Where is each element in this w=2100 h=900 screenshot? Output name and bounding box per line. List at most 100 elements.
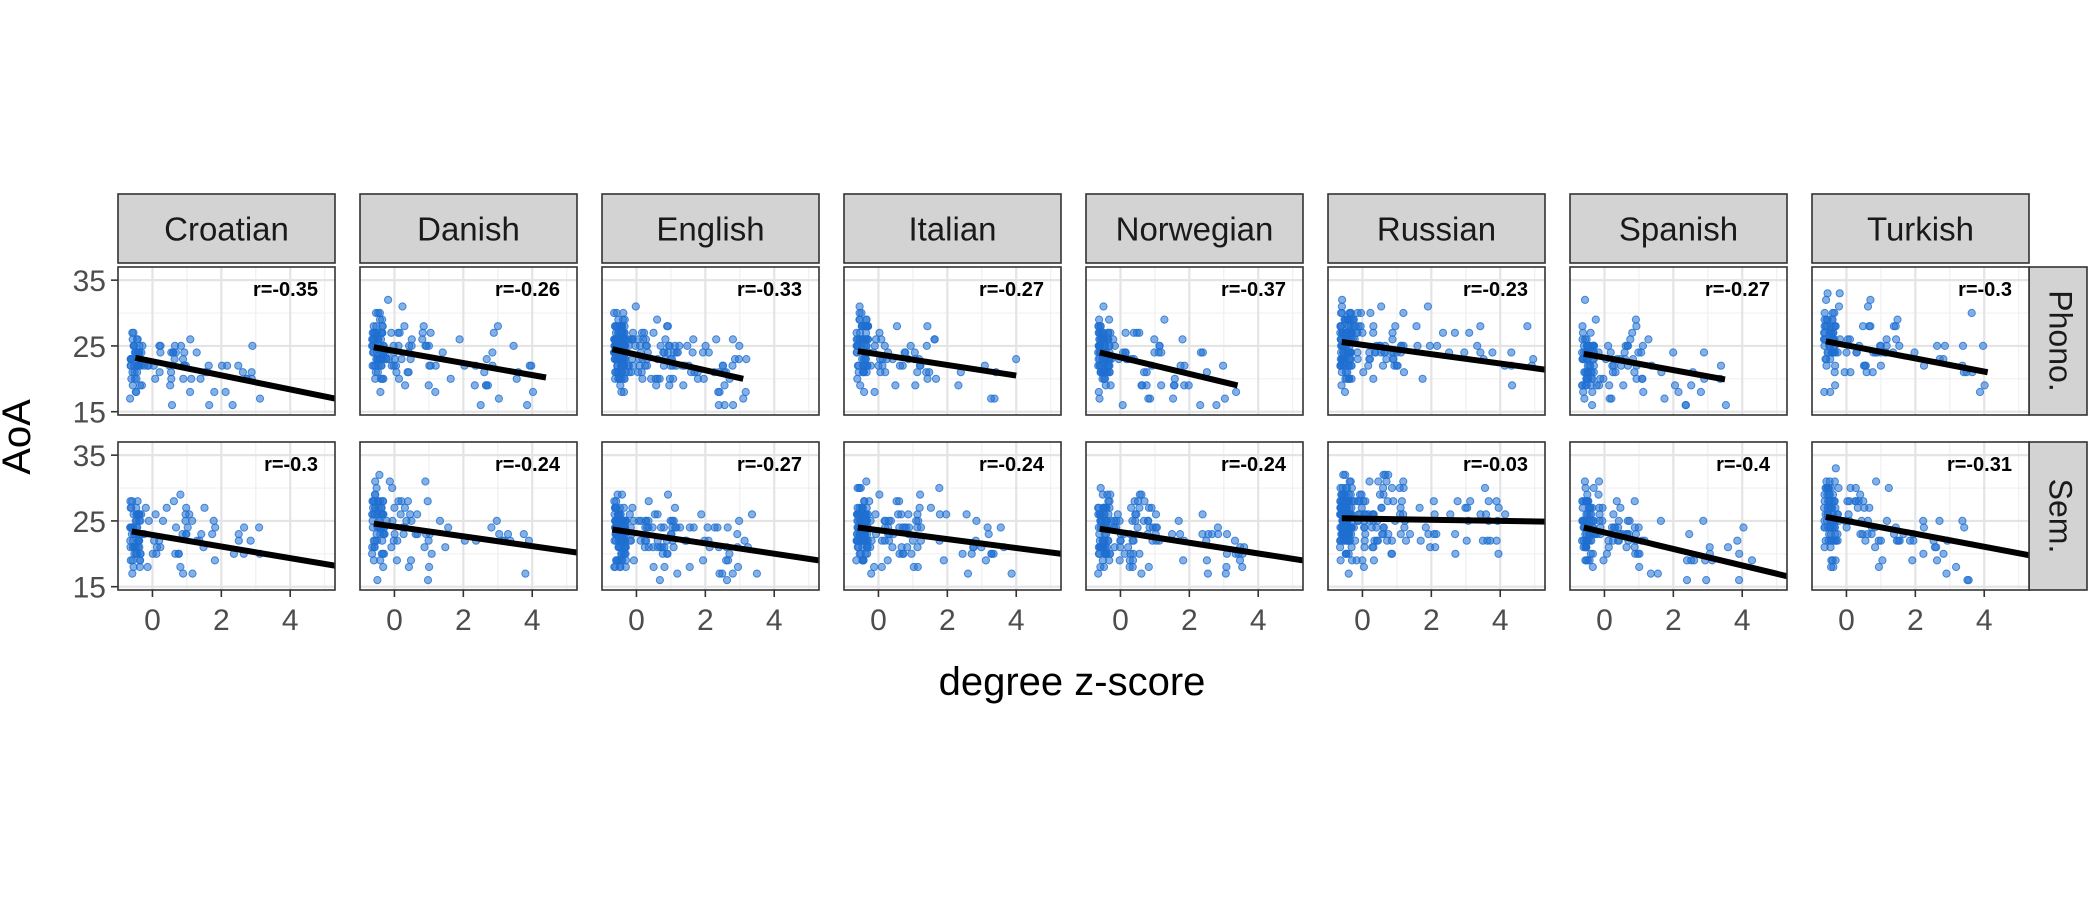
data-point (898, 361, 907, 370)
x-tick-label: 0 (1112, 604, 1129, 637)
data-point (1588, 503, 1597, 512)
panel-russian-phono: r=-0.23 (1327, 266, 1546, 416)
data-point (1121, 328, 1130, 337)
data-point (967, 549, 976, 558)
data-point (1118, 401, 1127, 410)
data-point (742, 355, 751, 364)
data-point (1451, 549, 1460, 558)
data-point (1450, 328, 1460, 337)
data-point (1716, 361, 1726, 370)
data-point (1932, 556, 1942, 565)
data-point (1388, 328, 1397, 337)
data-point (1866, 322, 1875, 331)
data-point (155, 368, 164, 377)
data-point (1633, 549, 1643, 558)
regression-line (1583, 350, 1726, 383)
data-point (420, 543, 429, 552)
data-point (642, 361, 652, 370)
data-point (1687, 381, 1696, 390)
data-point (647, 374, 656, 383)
data-point (1140, 368, 1149, 377)
regression-line (1341, 339, 1545, 373)
data-point (1851, 497, 1860, 506)
data-point (1099, 335, 1108, 344)
data-point (1829, 536, 1839, 545)
data-point (1685, 530, 1694, 539)
data-point (1820, 543, 1829, 552)
data-point (171, 523, 181, 532)
data-point (1371, 348, 1380, 357)
data-point (720, 381, 729, 390)
data-point (1578, 381, 1587, 390)
data-point (1476, 322, 1485, 331)
data-point (431, 387, 440, 397)
data-point (854, 368, 863, 377)
x-axis-title: degree z-score (939, 660, 1206, 704)
data-point (1416, 536, 1425, 545)
column-strip-italian: Italian (843, 193, 1062, 264)
data-point (1179, 556, 1188, 565)
data-point (1168, 530, 1177, 539)
data-point (1908, 556, 1917, 565)
x-tick-label: 2 (939, 604, 956, 637)
data-point (939, 556, 948, 565)
data-point (126, 394, 135, 403)
data-point (1094, 387, 1103, 397)
data-point (494, 394, 503, 403)
panel-turkish-sem: r=-0.31 (1811, 441, 2030, 591)
data-point (135, 516, 144, 526)
data-point (1178, 335, 1187, 344)
data-point (1834, 483, 1843, 493)
data-point (1840, 368, 1849, 377)
data-point (1582, 497, 1591, 506)
data-point (1343, 368, 1352, 377)
data-point (1699, 348, 1709, 357)
panel-italian-sem: r=-0.24 (843, 441, 1062, 591)
data-point (1942, 569, 1951, 578)
data-point (656, 523, 666, 532)
data-point (390, 503, 399, 512)
data-point (1739, 523, 1748, 532)
data-point (180, 348, 189, 357)
data-point (423, 497, 432, 506)
data-point (209, 516, 218, 526)
data-point (852, 328, 861, 337)
data-point (931, 374, 941, 383)
data-point (1587, 374, 1596, 383)
data-point (1845, 335, 1855, 344)
column-strip-box (843, 193, 1062, 264)
data-point (1460, 348, 1469, 357)
data-point (673, 348, 682, 357)
data-point (1127, 503, 1136, 512)
x-tick-label: 0 (1596, 604, 1613, 637)
data-point (1952, 562, 1961, 572)
data-point (132, 374, 141, 383)
data-point (1221, 569, 1230, 578)
data-point (1578, 536, 1587, 545)
data-point (378, 355, 387, 364)
data-point (935, 483, 944, 493)
data-point (492, 516, 501, 526)
data-point (1349, 315, 1359, 324)
data-point (638, 374, 647, 383)
y-tick-label: 25 (73, 331, 106, 364)
data-point (875, 490, 884, 499)
data-point (1377, 302, 1386, 311)
data-point (369, 556, 378, 565)
data-point (425, 562, 434, 572)
column-strip-russian: Russian (1327, 193, 1546, 264)
panel-english-phono: r=-0.33 (601, 266, 820, 416)
data-point (387, 328, 396, 337)
data-point (176, 341, 186, 350)
data-point (653, 315, 662, 324)
data-point (913, 368, 922, 377)
data-point (426, 328, 435, 337)
x-tick-label: 2 (1423, 604, 1440, 637)
x-tick-label: 0 (144, 604, 161, 637)
data-point (1129, 536, 1138, 545)
panel-points (1094, 483, 1249, 578)
data-point (128, 569, 137, 578)
data-point (255, 394, 265, 403)
data-point (174, 549, 183, 558)
data-point (1465, 328, 1474, 337)
